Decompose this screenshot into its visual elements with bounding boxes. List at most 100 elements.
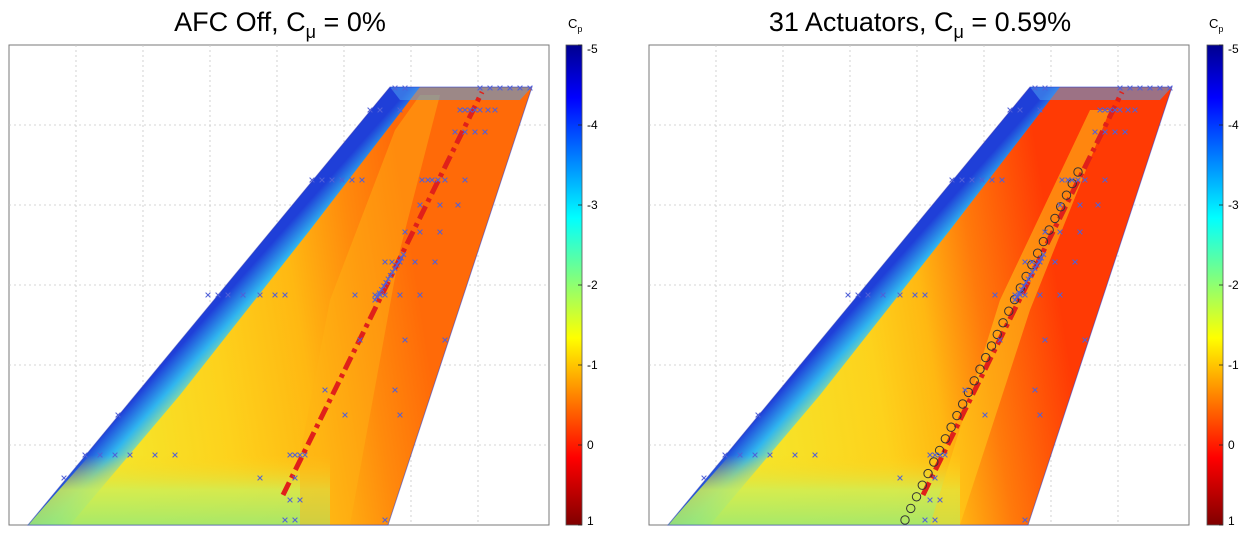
actuator-marker bbox=[992, 329, 1002, 340]
pressure-tap-marker bbox=[397, 292, 403, 298]
pressure-tap-marker bbox=[389, 259, 395, 265]
pressure-tap-marker bbox=[292, 517, 298, 523]
pressure-tap-marker bbox=[392, 265, 398, 272]
pressure-tap-marker bbox=[329, 177, 335, 183]
pressure-tap-marker bbox=[1107, 107, 1113, 113]
pressure-tap-marker bbox=[435, 177, 441, 183]
pressure-tap-marker bbox=[372, 297, 378, 303]
pressure-tap-marker bbox=[722, 452, 728, 458]
pressure-tap-marker bbox=[462, 107, 468, 113]
pressure-tap-marker bbox=[417, 202, 423, 208]
pressure-tap-marker bbox=[225, 292, 231, 298]
pressure-tap-marker bbox=[922, 292, 928, 298]
colorbar-tick-label: -4 bbox=[587, 118, 598, 132]
pressure-tap-marker bbox=[880, 292, 886, 298]
pressure-tap-marker bbox=[61, 475, 67, 481]
pressure-tap-marker bbox=[1025, 276, 1031, 282]
pressure-tap-marker bbox=[1059, 177, 1065, 183]
colorbar-tick-label: 1 bbox=[1228, 514, 1235, 528]
pressure-tap-marker bbox=[1167, 85, 1173, 91]
pressure-tap-marker bbox=[389, 269, 396, 275]
pressure-tap-marker bbox=[1040, 251, 1047, 258]
actuator-marker bbox=[981, 352, 991, 363]
pressure-tap-marker bbox=[382, 517, 388, 523]
pressure-tap-marker bbox=[962, 387, 968, 393]
pressure-tap-marker bbox=[322, 387, 328, 393]
pressure-tap-marker bbox=[1042, 229, 1048, 235]
pressure-tap-marker bbox=[302, 452, 308, 458]
pressure-tap-marker bbox=[1095, 202, 1101, 208]
pressure-tap-marker bbox=[897, 292, 903, 298]
pressure-tap-marker bbox=[309, 177, 315, 183]
pressure-tap-marker bbox=[417, 292, 423, 298]
pressure-tap-marker bbox=[1014, 293, 1020, 300]
panel-afc-off: AFC Off, Cμ = 0% Cp -5 -4 -3 -2 -1 0 1 bbox=[8, 7, 598, 528]
pressure-tap-marker bbox=[257, 475, 263, 481]
pressure-tap-marker bbox=[1102, 177, 1108, 183]
colorbar-tick-label: -2 bbox=[587, 278, 598, 292]
pressure-tap-marker bbox=[997, 337, 1003, 343]
pressure-tap-marker bbox=[462, 177, 468, 183]
pressure-tap-marker bbox=[240, 292, 246, 298]
pressure-tap-marker bbox=[897, 475, 903, 481]
colorbar-tick-label: -3 bbox=[1228, 198, 1239, 212]
pressure-taps-2 bbox=[701, 85, 1173, 523]
colorbar-tick-label: 0 bbox=[1228, 438, 1235, 452]
pressure-tap-marker bbox=[1022, 259, 1028, 265]
pressure-tap-marker bbox=[1017, 107, 1023, 113]
pressure-tap-marker bbox=[1052, 259, 1058, 265]
pressure-tap-marker bbox=[152, 452, 158, 458]
pressure-tap-marker bbox=[477, 85, 483, 91]
pressure-tap-marker bbox=[1036, 258, 1042, 265]
pressure-tap-marker bbox=[127, 452, 133, 458]
colorbar-tick-label: 0 bbox=[587, 438, 594, 452]
pressure-surface-1 bbox=[26, 86, 533, 526]
colorbar-label-2: Cp bbox=[1209, 16, 1223, 34]
pressure-taps-1 bbox=[61, 85, 533, 523]
pressure-tap-marker bbox=[932, 517, 938, 523]
pressure-tap-marker bbox=[507, 85, 513, 91]
pressure-tap-marker bbox=[1057, 229, 1063, 235]
pressure-tap-marker bbox=[382, 292, 388, 298]
pressure-tap-marker bbox=[398, 255, 405, 261]
pressure-tap-marker bbox=[377, 107, 383, 113]
pressure-tap-marker bbox=[1077, 229, 1083, 235]
pressure-tap-marker bbox=[992, 292, 998, 298]
pressure-tap-marker bbox=[287, 452, 293, 458]
pressure-tap-marker bbox=[767, 452, 773, 458]
pressure-tap-marker bbox=[477, 107, 483, 113]
pressure-tap-marker bbox=[1157, 85, 1163, 91]
pressure-tap-marker bbox=[979, 177, 985, 183]
actuator-marker bbox=[952, 410, 962, 421]
actuator-marker bbox=[1027, 260, 1037, 270]
pressure-tap-marker bbox=[402, 229, 408, 235]
pressure-tap-marker bbox=[1037, 412, 1043, 418]
pressure-tap-marker bbox=[97, 452, 103, 458]
pressure-tap-marker bbox=[472, 129, 478, 135]
pressure-tap-marker bbox=[1069, 177, 1075, 183]
pressure-tap-marker bbox=[297, 452, 303, 458]
actuator-line-1 bbox=[280, 90, 485, 497]
pressure-tap-marker bbox=[1082, 177, 1088, 183]
actuator-marker bbox=[917, 480, 927, 490]
colorbar-label-1: Cp bbox=[568, 16, 582, 34]
pressure-tap-marker bbox=[172, 452, 178, 458]
pressure-tap-marker bbox=[845, 292, 851, 298]
pressure-tap-marker bbox=[927, 497, 933, 503]
pressure-tap-marker bbox=[1117, 107, 1123, 113]
pressure-tap-marker bbox=[339, 177, 345, 183]
pressure-tap-marker bbox=[527, 85, 533, 91]
pressure-tap-marker bbox=[1112, 129, 1118, 135]
pressure-tap-marker bbox=[1057, 202, 1063, 208]
actuator-marker bbox=[1061, 190, 1072, 200]
pressure-tap-marker bbox=[942, 452, 948, 458]
pressure-tap-marker bbox=[402, 85, 408, 91]
actuator-marker bbox=[1004, 306, 1014, 316]
pressure-tap-marker bbox=[497, 85, 503, 91]
pressure-tap-marker bbox=[205, 292, 211, 298]
actuator-marker bbox=[975, 364, 985, 374]
actuator-marker bbox=[900, 515, 910, 525]
actuator-marker bbox=[1044, 225, 1054, 235]
pressure-tap-marker bbox=[1127, 85, 1133, 91]
